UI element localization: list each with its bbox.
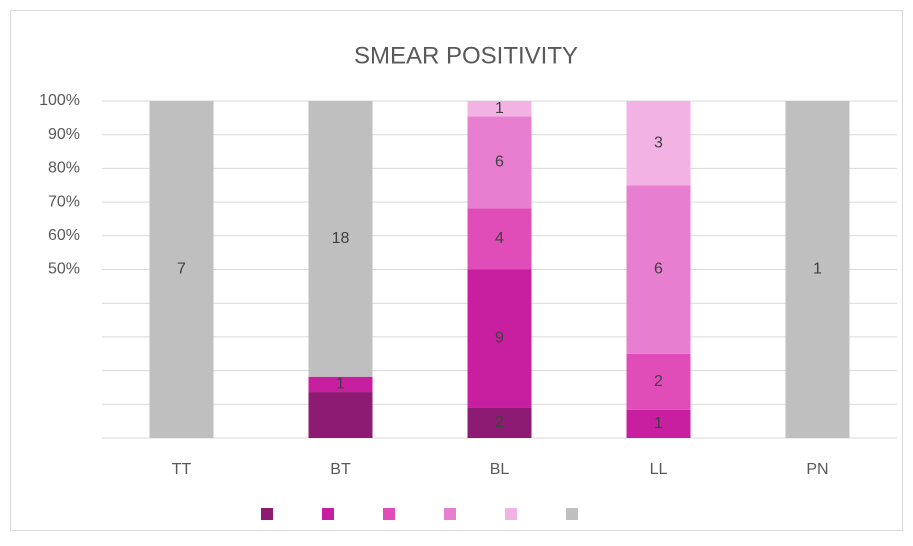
y-tick-label: 100% xyxy=(39,92,80,109)
bar-segment xyxy=(626,409,691,438)
data-label: 1 xyxy=(336,376,345,393)
bar-segment xyxy=(308,101,373,377)
bar-segment xyxy=(149,101,214,438)
data-label: 6 xyxy=(654,261,663,278)
data-label: 7 xyxy=(177,261,186,278)
data-label: 1 xyxy=(495,100,504,117)
bar-segment xyxy=(308,392,373,438)
y-tick-label: 50% xyxy=(48,261,80,278)
x-tick-label: PN xyxy=(806,461,828,478)
data-label: 1 xyxy=(813,261,822,278)
bar-segment xyxy=(626,353,691,410)
y-tick-label: 90% xyxy=(48,126,80,143)
data-label: 2 xyxy=(654,373,663,390)
bar-segment xyxy=(626,101,691,186)
x-tick-label: BT xyxy=(330,461,351,478)
bar-segment xyxy=(785,101,850,438)
legend-swatch xyxy=(566,508,578,520)
x-tick-label: BL xyxy=(490,461,510,478)
data-label: 4 xyxy=(495,230,504,247)
chart-title: SMEAR POSITIVITY xyxy=(354,42,578,69)
legend-swatch xyxy=(444,508,456,520)
legend-swatch xyxy=(505,508,517,520)
data-label: 6 xyxy=(495,153,504,170)
legend-swatch xyxy=(261,508,273,520)
bar-segment xyxy=(467,116,532,209)
x-tick-label: TT xyxy=(172,461,192,478)
bar-segment xyxy=(467,101,532,117)
data-label: 2 xyxy=(495,414,504,431)
chart-frame xyxy=(10,10,903,531)
bar-segment xyxy=(626,185,691,354)
y-tick-label: 60% xyxy=(48,227,80,244)
y-tick-label: 70% xyxy=(48,193,80,210)
data-label: 3 xyxy=(654,134,663,151)
data-label: 9 xyxy=(495,330,504,347)
y-tick-label: 80% xyxy=(48,160,80,177)
data-label: 1 xyxy=(654,415,663,432)
bar-segment xyxy=(467,407,532,438)
bar-segment xyxy=(308,376,373,393)
legend-swatch xyxy=(383,508,395,520)
bar-segment xyxy=(467,208,532,270)
x-tick-label: LL xyxy=(650,461,668,478)
bar-segment xyxy=(467,269,532,408)
data-label: 18 xyxy=(332,230,350,247)
legend-swatch xyxy=(322,508,334,520)
